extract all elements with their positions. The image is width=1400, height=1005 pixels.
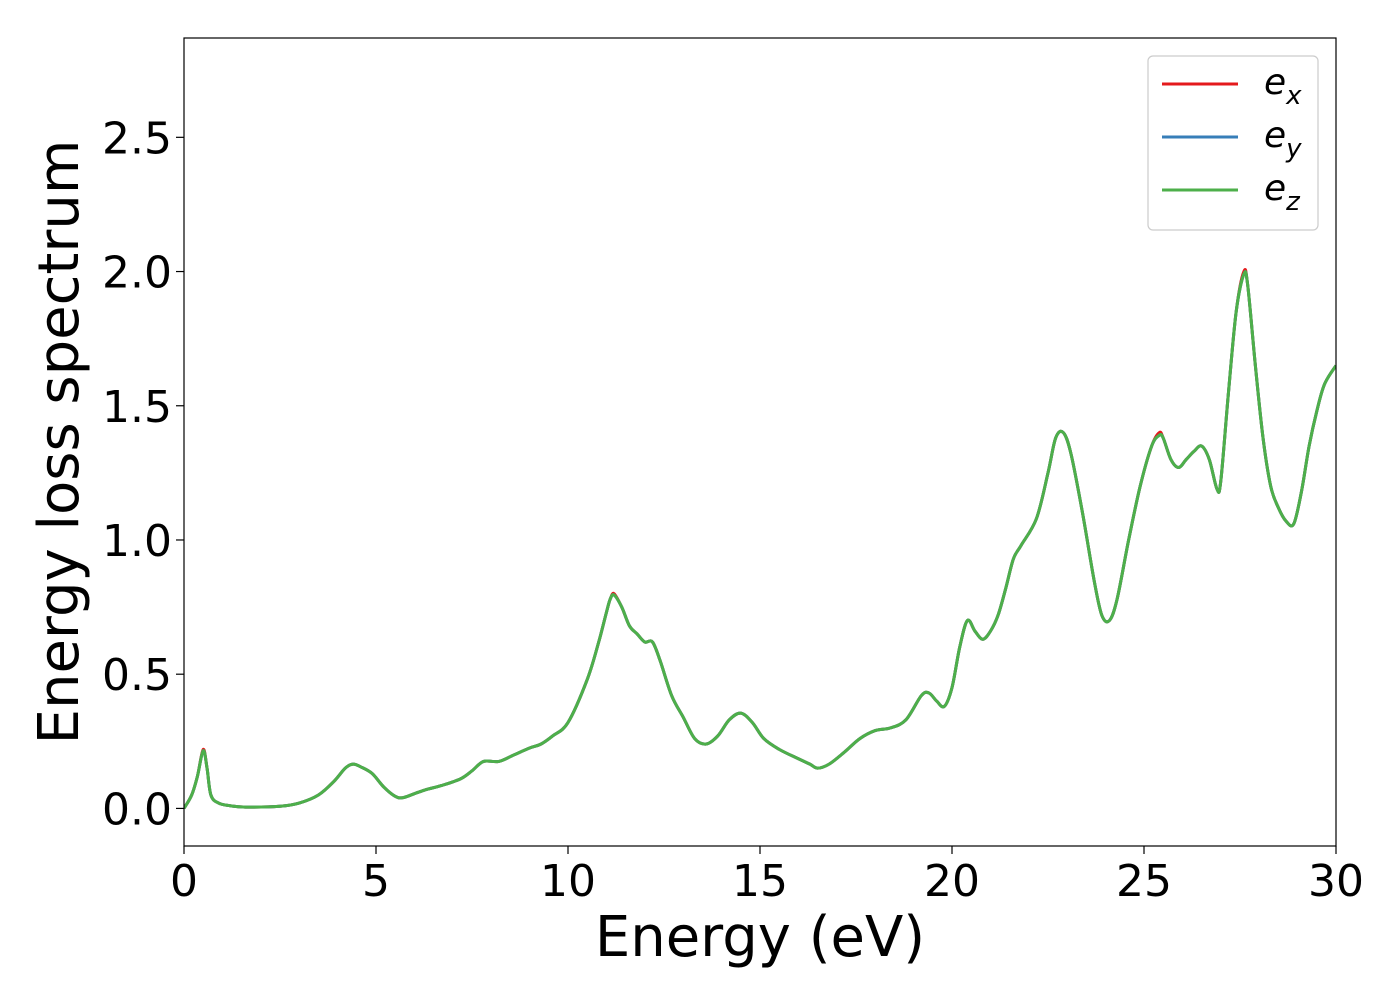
- y-tick-label: 2.5: [102, 113, 172, 164]
- legend-label-y: ey: [1264, 115, 1302, 164]
- y-tick-label: 1.0: [102, 516, 172, 567]
- x-tick-label: 30: [1308, 856, 1364, 907]
- series-layer: [184, 268, 1336, 810]
- x-tick-label: 15: [732, 856, 788, 907]
- x-axis-label: Energy (eV): [595, 905, 925, 970]
- y-tick-label: 2.0: [102, 248, 172, 299]
- series-line-x: [184, 268, 1336, 810]
- x-tick-label: 5: [362, 856, 390, 907]
- x-tick-label: 25: [1116, 856, 1172, 907]
- legend-label-x: ex: [1264, 62, 1302, 111]
- y-tick-label: 0.5: [102, 650, 172, 701]
- legend-box: [1147, 55, 1319, 231]
- y-axis-ticks: 0.0 0.5 1.0 1.5 2.0 2.5: [102, 113, 184, 835]
- y-tick-label: 1.5: [102, 382, 172, 433]
- legend-label-z: ez: [1264, 168, 1301, 217]
- x-tick-label: 0: [170, 856, 198, 907]
- y-axis-label: Energy loss spectrum: [27, 140, 92, 745]
- series-line-z: [184, 270, 1336, 810]
- y-tick-label: 0.0: [102, 784, 172, 835]
- x-tick-label: 20: [924, 856, 980, 907]
- x-axis-ticks: 0 5 10 15 20 25 30: [170, 846, 1364, 907]
- x-tick-label: 10: [540, 856, 596, 907]
- series-line-y: [184, 270, 1336, 810]
